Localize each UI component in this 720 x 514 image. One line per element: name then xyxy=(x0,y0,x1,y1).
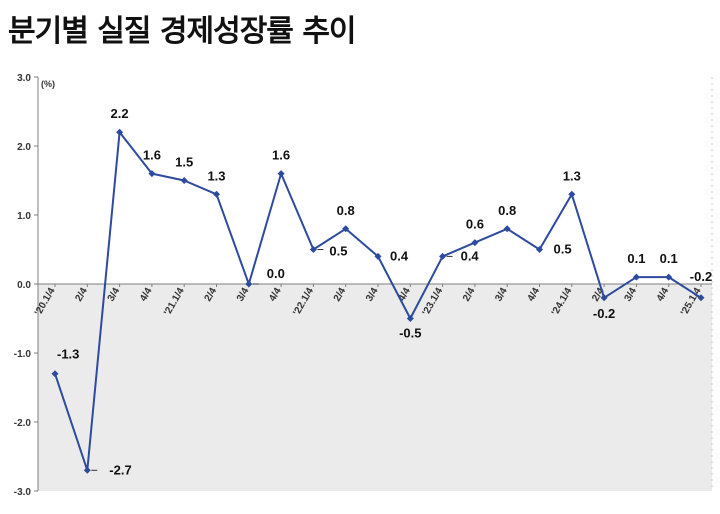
data-label: 0.0 xyxy=(267,266,285,281)
data-point-marker xyxy=(148,170,156,178)
data-label: 0.1 xyxy=(627,251,645,266)
data-point-marker xyxy=(213,190,220,198)
data-point-marker xyxy=(503,225,511,233)
data-label: -0.2 xyxy=(690,269,712,284)
data-label: 0.4 xyxy=(390,248,409,263)
data-point-marker xyxy=(536,246,543,253)
data-label: -0.2 xyxy=(593,306,615,321)
data-label: 0.5 xyxy=(329,244,347,259)
data-label: 0.8 xyxy=(498,203,516,218)
data-label: 1.6 xyxy=(272,148,290,163)
y-tick-label: -3.0 xyxy=(14,487,32,498)
y-tick-label: -1.0 xyxy=(14,349,32,360)
data-label: 0.1 xyxy=(660,251,678,266)
data-point-marker xyxy=(697,294,705,302)
data-point-marker xyxy=(277,170,285,178)
data-point-marker xyxy=(342,225,350,233)
data-label: 0.4 xyxy=(461,248,480,263)
data-point-marker xyxy=(406,315,414,322)
data-point-marker xyxy=(116,128,124,136)
y-tick-label: -2.0 xyxy=(14,418,32,429)
y-tick-label: 2.0 xyxy=(17,142,31,153)
data-label: 0.8 xyxy=(337,203,355,218)
data-point-marker xyxy=(632,273,640,281)
data-point-marker xyxy=(83,466,91,474)
data-point-marker xyxy=(600,294,608,302)
y-tick-label: 0.0 xyxy=(17,280,31,291)
data-point-marker xyxy=(568,190,576,198)
data-point-marker xyxy=(374,252,382,260)
data-label: -1.3 xyxy=(57,347,79,362)
y-tick-label: 3.0 xyxy=(17,73,31,84)
data-point-marker xyxy=(51,370,59,378)
data-point-marker xyxy=(180,177,188,184)
y-axis-unit: (%) xyxy=(41,79,55,89)
data-point-marker xyxy=(471,239,479,247)
data-point-marker xyxy=(665,273,673,281)
data-point-marker xyxy=(309,246,317,253)
data-label: 2.2 xyxy=(111,106,129,121)
data-point-marker xyxy=(439,252,447,260)
negative-region-band xyxy=(38,284,712,491)
data-label: 1.6 xyxy=(143,148,161,163)
data-label: -2.7 xyxy=(109,462,131,477)
data-label: 1.3 xyxy=(563,168,581,183)
chart-title: 분기별 실질 경제성장률 추이 xyxy=(8,14,357,49)
data-label: -0.5 xyxy=(399,326,421,341)
y-tick-label: 1.0 xyxy=(17,211,31,222)
data-point-marker xyxy=(245,280,253,288)
data-label: 1.5 xyxy=(175,155,193,170)
data-label: 0.6 xyxy=(466,217,484,232)
data-label: 0.5 xyxy=(554,242,572,257)
data-label: 1.3 xyxy=(207,168,225,183)
